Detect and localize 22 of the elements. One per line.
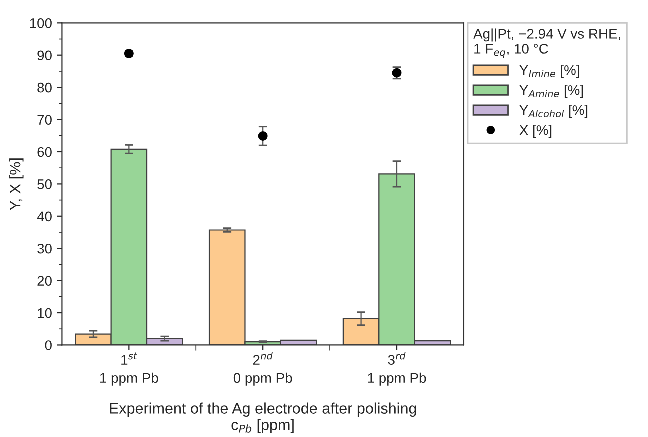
category-label: 2$^{nd}$ 0 ppm Pb [234, 352, 292, 386]
legend-label: X [%] [520, 125, 552, 138]
legend-title: Ag||Pt, −2.94 V vs RHE, 1 F$_{eq}$, 10 °C [474, 28, 620, 58]
y-axis-title: Y, X [%] [10, 158, 24, 210]
category-label: 1$^{st}$ 1 ppm Pb [100, 352, 158, 386]
y-tick-label: 60 [38, 147, 52, 158]
y-tick-label: 90 [38, 50, 52, 61]
y-tick-label: 20 [38, 276, 52, 286]
y-tick-label: 100 [30, 18, 52, 28]
legend-label: Y$_{Amine}$ [%] [520, 85, 584, 98]
legend-label: Y$_{Alcohol}$ [%] [520, 105, 588, 118]
x-axis-title: Experiment of the Ag electrode after polishing c$_{Pb}$ [ppm] [110, 402, 416, 434]
y-tick-label: 0 [45, 340, 52, 350]
y-tick-label: 70 [38, 115, 52, 125]
y-tick-label: 10 [38, 308, 52, 318]
y-tick-label: 80 [38, 82, 52, 93]
legend-label: Y$_{Imine}$ [%] [520, 65, 580, 78]
category-label: 3$^{rd}$ 1 ppm Pb [368, 352, 426, 386]
y-tick-label: 50 [38, 180, 52, 190]
y-tick-label: 30 [38, 244, 52, 254]
y-tick-label: 40 [37, 212, 52, 222]
point [258, 131, 268, 141]
